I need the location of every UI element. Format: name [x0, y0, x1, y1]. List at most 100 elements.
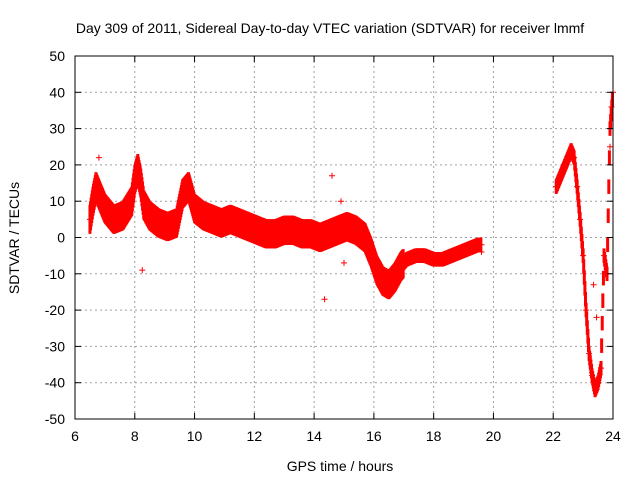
data-point	[457, 249, 464, 256]
data-point	[254, 227, 261, 234]
data-point	[209, 216, 216, 223]
data-point	[308, 230, 315, 237]
x-tick-label: 8	[131, 428, 139, 444]
data-point	[110, 216, 117, 223]
y-tick-label: 0	[57, 230, 65, 246]
data-point	[191, 205, 198, 212]
data-point	[385, 281, 392, 288]
y-tick-label: -20	[45, 302, 65, 318]
data-point	[89, 198, 96, 205]
data-point	[598, 365, 605, 372]
outlier-point	[593, 314, 600, 321]
data-point	[200, 212, 207, 219]
data-point	[391, 274, 398, 281]
outlier-point	[95, 154, 102, 161]
data-point	[553, 183, 560, 190]
x-tick-label: 24	[605, 428, 621, 444]
y-tick-label: 10	[49, 193, 65, 209]
x-axis-label: GPS time / hours	[287, 458, 394, 474]
data-point	[565, 154, 572, 161]
outlier-point	[338, 198, 345, 205]
y-tick-label: -30	[45, 338, 65, 354]
data-point	[592, 386, 599, 393]
data-point	[137, 180, 144, 187]
data-point	[448, 252, 455, 259]
outlier-point	[608, 103, 615, 110]
data-point	[589, 372, 596, 379]
data-point	[571, 154, 578, 161]
data-point	[164, 223, 171, 230]
x-tick-label: 10	[187, 428, 203, 444]
y-axis-label: SDTVAR / TECUs	[6, 182, 22, 294]
data-point	[478, 241, 485, 248]
data-point	[227, 216, 234, 223]
data-point	[574, 183, 581, 190]
outlier-point	[607, 143, 614, 150]
data-point	[86, 216, 93, 223]
data-point	[361, 234, 368, 241]
data-point	[601, 252, 608, 259]
data-point	[373, 267, 380, 274]
outlier-point	[329, 172, 336, 179]
x-tick-label: 20	[486, 428, 502, 444]
x-tick-label: 12	[247, 428, 263, 444]
y-tick-label: -40	[45, 375, 65, 391]
outlier-point	[139, 267, 146, 274]
data-point	[335, 227, 342, 234]
data-point	[583, 307, 590, 314]
data-point	[559, 169, 566, 176]
data-point	[140, 201, 147, 208]
data-point	[281, 227, 288, 234]
data-point	[577, 216, 584, 223]
data-point	[134, 165, 141, 172]
data-point	[326, 230, 333, 237]
data-point	[146, 212, 153, 219]
data-point	[421, 252, 428, 259]
data-point	[218, 219, 225, 226]
data-point	[95, 190, 102, 197]
data-point	[439, 256, 446, 263]
y-tick-label: -10	[45, 266, 65, 282]
data-point	[236, 219, 243, 226]
data-point	[403, 256, 410, 263]
x-tick-label: 6	[71, 428, 79, 444]
y-axis: -50 -40 -30 -20 -10 0 10 20 30 40 50	[45, 48, 613, 427]
outlier-point	[590, 281, 597, 288]
data-point	[128, 198, 135, 205]
data-point	[466, 245, 473, 252]
x-axis: 6 8 10 12 14 16 18 20 22 24	[71, 56, 621, 444]
data-point	[397, 263, 404, 270]
y-tick-label: 20	[49, 157, 65, 173]
data-point	[595, 379, 602, 386]
data-point	[430, 256, 437, 263]
data-point	[317, 234, 324, 241]
data-point	[586, 350, 593, 357]
data-point	[119, 212, 126, 219]
outlier-point	[341, 259, 347, 266]
data-point	[290, 227, 297, 234]
outlier-point	[321, 296, 328, 303]
y-tick-label: 30	[49, 121, 65, 137]
data-point	[272, 230, 279, 237]
data-point	[92, 183, 99, 190]
data-point	[352, 227, 359, 234]
outlier-point	[478, 249, 485, 256]
data-point	[379, 278, 386, 285]
data-point	[343, 223, 350, 230]
data-point	[185, 183, 192, 190]
x-tick-label: 22	[545, 428, 561, 444]
data-point	[299, 230, 306, 237]
data-point	[263, 230, 270, 237]
x-tick-label: 16	[366, 428, 382, 444]
x-tick-label: 14	[306, 428, 322, 444]
data-point	[245, 223, 252, 230]
data-point	[131, 176, 138, 183]
data-points	[86, 89, 616, 398]
data-point	[367, 249, 374, 256]
x-tick-label: 18	[426, 428, 442, 444]
data-point	[580, 252, 587, 259]
data-point	[179, 190, 186, 197]
chart-title: Day 309 of 2011, Sidereal Day-to-day VTE…	[76, 20, 584, 36]
data-point	[155, 219, 162, 226]
y-tick-label: 50	[49, 48, 65, 64]
